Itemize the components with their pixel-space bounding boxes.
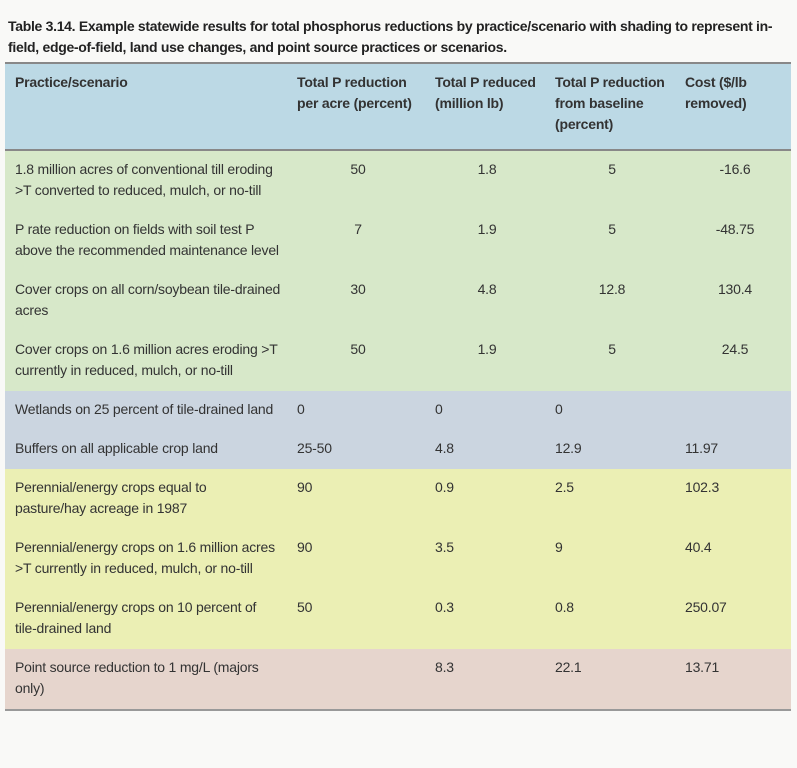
- cell-baseline: 5: [608, 221, 616, 237]
- table-header-row: Practice/scenario Total P reduction per …: [5, 63, 791, 150]
- cell-practice: Point source reduction to 1 mg/L (majors…: [15, 659, 259, 696]
- table-row: Cover crops on all corn/soybean tile-dra…: [5, 271, 791, 331]
- cell-cost: 24.5: [721, 341, 749, 357]
- cell-per-acre: 30: [350, 281, 366, 297]
- cell-baseline: 5: [608, 161, 616, 177]
- cell-cost: 40.4: [685, 539, 712, 555]
- cell-cost: 130.4: [717, 281, 753, 297]
- header-cost: Cost ($/lb removed): [685, 74, 747, 111]
- table-row: Perennial/energy crops on 1.6 million ac…: [5, 529, 791, 589]
- cell-cost: 13.71: [685, 659, 720, 675]
- cell-reduced: 3.5: [435, 539, 454, 555]
- table-row: 1.8 million acres of conventional till e…: [5, 150, 791, 211]
- header-practice: Practice/scenario: [15, 74, 128, 90]
- table-row: Point source reduction to 1 mg/L (majors…: [5, 649, 791, 710]
- cell-cost: -16.6: [719, 161, 751, 177]
- cell-practice: Cover crops on all corn/soybean tile-dra…: [15, 281, 281, 318]
- cell-reduced: 4.8: [477, 281, 497, 297]
- cell-practice: Wetlands on 25 percent of tile-drained l…: [15, 401, 274, 417]
- cell-reduced: 0: [435, 401, 443, 417]
- cell-reduced: 1.8: [477, 161, 497, 177]
- table-row: P rate reduction on fields with soil tes…: [5, 211, 791, 271]
- cell-baseline: 0: [555, 401, 563, 417]
- cell-per-acre: 25-50: [297, 440, 332, 456]
- cell-per-acre: [287, 649, 425, 710]
- cell-per-acre: 90: [297, 539, 313, 555]
- cell-baseline: 9: [555, 539, 563, 555]
- header-baseline: Total P reduction from baseline (percent…: [555, 74, 665, 132]
- table-caption: Table 3.14. Example statewide results fo…: [8, 18, 773, 55]
- cell-reduced: 0.9: [435, 479, 454, 495]
- table-row: Perennial/energy crops equal to pasture/…: [5, 469, 791, 529]
- cell-baseline: 22.1: [555, 659, 582, 675]
- cell-cost: -48.75: [715, 221, 755, 237]
- cell-reduced: 8.3: [435, 659, 454, 675]
- cell-reduced: 1.9: [477, 341, 497, 357]
- cell-practice: Cover crops on 1.6 million acres eroding…: [15, 341, 278, 378]
- table-row: Perennial/energy crops on 10 percent of …: [5, 589, 791, 649]
- cell-practice: Perennial/energy crops on 1.6 million ac…: [15, 539, 275, 576]
- cell-baseline: 2.5: [555, 479, 574, 495]
- cell-reduced: 0.3: [435, 599, 454, 615]
- header-reduced: Total P reduced (million lb): [435, 74, 536, 111]
- table-row: Cover crops on 1.6 million acres eroding…: [5, 331, 791, 391]
- results-table: Practice/scenario Total P reduction per …: [5, 62, 791, 711]
- cell-practice: 1.8 million acres of conventional till e…: [15, 161, 273, 198]
- cell-practice: P rate reduction on fields with soil tes…: [15, 221, 279, 258]
- cell-baseline: 12.8: [598, 281, 626, 297]
- cell-practice: Buffers on all applicable crop land: [15, 440, 218, 456]
- cell-per-acre: 90: [297, 479, 313, 495]
- cell-reduced: 4.8: [435, 440, 454, 456]
- header-per-acre: Total P reduction per acre (percent): [297, 74, 412, 111]
- cell-per-acre: 50: [350, 341, 366, 357]
- cell-cost: 102.3: [685, 479, 720, 495]
- cell-per-acre: 0: [297, 401, 305, 417]
- cell-per-acre: 7: [354, 221, 362, 237]
- cell-reduced: 1.9: [477, 221, 497, 237]
- cell-cost: 11.97: [685, 440, 718, 456]
- cell-practice: Perennial/energy crops equal to pasture/…: [15, 479, 207, 516]
- cell-cost: 250.07: [685, 599, 727, 615]
- cell-practice: Perennial/energy crops on 10 percent of …: [15, 599, 257, 636]
- table-row: Wetlands on 25 percent of tile-drained l…: [5, 391, 791, 430]
- table-row: Buffers on all applicable crop land 25-50…: [5, 430, 791, 469]
- cell-per-acre: 50: [297, 599, 313, 615]
- cell-baseline: 0.8: [555, 599, 574, 615]
- cell-cost: [675, 391, 791, 430]
- cell-baseline: 12.9: [555, 440, 582, 456]
- cell-baseline: 5: [608, 341, 616, 357]
- cell-per-acre: 50: [350, 161, 366, 177]
